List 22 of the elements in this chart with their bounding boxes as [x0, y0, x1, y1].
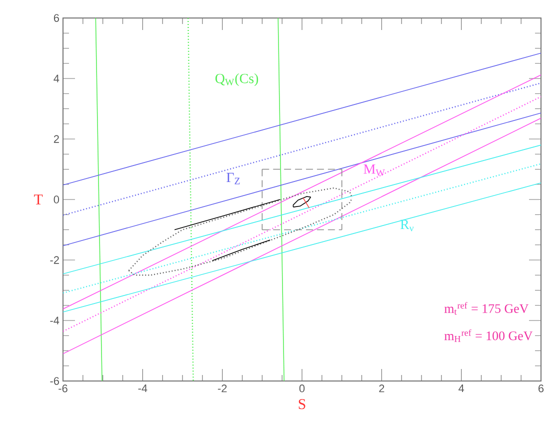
y-axis-title: T	[34, 194, 43, 204]
x-tick-label: 4	[458, 384, 464, 392]
series-label: Q$_{W}$(Cs)	[215, 73, 258, 86]
x-tick-label: -6	[58, 384, 68, 392]
y-tick-label: -2	[50, 256, 59, 264]
x-tick-label: 0	[299, 384, 305, 392]
y-tick-label: 2	[54, 135, 59, 143]
x-tick-label: -4	[138, 384, 148, 392]
x-axis-title: S	[298, 399, 306, 410]
x-tick-label: 6	[538, 384, 544, 392]
x-tick-label: -2	[218, 384, 227, 392]
annotation: m$_{H}$$^{ref}$ = 100 GeV	[444, 329, 533, 342]
y-tick-label: -4	[50, 316, 60, 324]
y-tick-label: 6	[54, 14, 59, 22]
annotation: m$_{t}$$^{ref}$ = 175 GeV	[444, 302, 529, 315]
y-tick-label: 4	[54, 74, 60, 82]
series-label: Γ$_{Z}$	[226, 172, 240, 184]
series-label: R$_{ν}$	[400, 220, 414, 232]
series-label: M$_{W}$	[364, 164, 385, 176]
y-tick-label: 0	[54, 196, 60, 204]
x-tick-label: 2	[379, 384, 384, 392]
y-tick-label: -6	[50, 377, 59, 385]
